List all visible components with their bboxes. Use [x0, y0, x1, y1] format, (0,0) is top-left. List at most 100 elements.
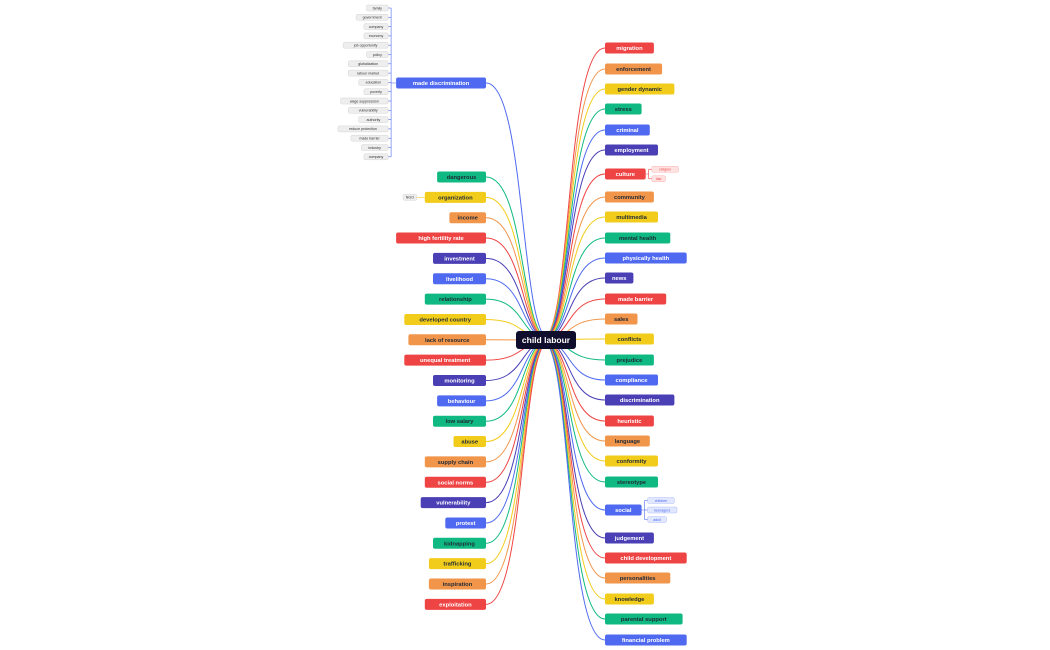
topic-node [605, 232, 671, 244]
topic-label: heuristic [617, 419, 642, 425]
topic-label: income [458, 216, 479, 222]
topic-label: unequal treatment [420, 358, 470, 364]
topic-node [428, 578, 486, 590]
subtopic-label: globalization [358, 62, 378, 66]
topic-node [605, 476, 658, 488]
topic-label: employment [614, 148, 648, 154]
topic-node [605, 374, 658, 386]
topic-node [437, 395, 486, 407]
topic-node [605, 394, 675, 406]
topic-node [433, 537, 486, 549]
topic-label: mental health [619, 236, 657, 242]
topic-node [424, 456, 486, 468]
topic-label: prejudice [617, 358, 644, 364]
topic-label: language [615, 439, 641, 445]
subtopic-node [647, 506, 678, 514]
topic-label: conformity [617, 459, 648, 465]
subtopic-label: education [366, 81, 382, 85]
topic-node [433, 273, 486, 285]
topic-node [605, 252, 687, 264]
branch-line [541, 339, 606, 620]
topic-label: lack of resource [425, 338, 470, 344]
subtopic-label: vulnerability [359, 109, 378, 113]
topic-node [605, 634, 687, 646]
topic-label: dangerous [447, 175, 477, 181]
topic-node [605, 313, 638, 325]
subtopic-node [366, 4, 389, 12]
topic-node [605, 354, 654, 366]
center-label: child labour [522, 335, 571, 345]
subtopic-node [348, 107, 389, 114]
topic-node [605, 211, 658, 223]
topic-label: gender dynamic [617, 87, 662, 93]
subtopic-label: reduce protection [349, 127, 377, 131]
topic-node [605, 532, 654, 544]
topic-node [605, 613, 683, 625]
topic-node [424, 476, 486, 488]
topic-node [396, 232, 486, 244]
subtopic-node [337, 125, 389, 133]
topic-label: social [615, 508, 632, 514]
branch-line [485, 339, 551, 483]
topic-node [605, 83, 675, 95]
topic-label: abuse [461, 440, 479, 446]
subtopic-label: wage suppression [350, 99, 379, 103]
topic-node [408, 334, 486, 346]
topic-label: migration [616, 46, 643, 52]
branch-line [485, 176, 551, 341]
topic-node [433, 415, 486, 427]
topic-node [428, 558, 486, 570]
branch-line [541, 108, 606, 341]
topic-label: social norms [438, 480, 474, 486]
topic-label: monitoring [444, 379, 475, 385]
topic-node [453, 436, 486, 448]
subtopic-node [340, 97, 389, 105]
topic-label: protest [456, 521, 476, 527]
topic-label: trafficking [443, 562, 471, 568]
topic-label: inspiration [443, 582, 473, 588]
branch-line [485, 339, 551, 585]
topic-label: community [614, 195, 646, 201]
subtopic-node [651, 166, 679, 173]
topic-label: high fertility rate [418, 236, 464, 242]
topic-node [605, 144, 658, 156]
subtopic-label: company [369, 155, 384, 159]
topic-node [445, 517, 486, 529]
topic-node [605, 124, 650, 136]
subtopic-node [366, 51, 389, 58]
topic-label: sales [614, 317, 629, 323]
topic-node [605, 504, 642, 516]
topic-node [605, 272, 634, 284]
topic-node [605, 435, 650, 447]
topic-node [396, 77, 486, 89]
topic-label: multimedia [616, 215, 647, 221]
subtopic-label: industry [368, 146, 381, 150]
branch-line [541, 196, 606, 341]
topic-label: judgement [614, 536, 644, 542]
subtopic-label: labour market [357, 71, 379, 75]
topic-node [605, 191, 654, 203]
topic-label: supply chain [438, 460, 474, 466]
topic-label: organization [438, 195, 473, 201]
subtopic-label: adult [653, 518, 661, 522]
topic-label: personalities [620, 576, 656, 582]
topic-label: financial problem [622, 638, 670, 644]
subtopic-label: government [363, 16, 382, 20]
topic-node [424, 598, 486, 610]
topic-label: news [612, 276, 627, 282]
sub-bracket [641, 500, 645, 520]
topic-label: developed country [419, 317, 471, 323]
topic-label: made discrimination [413, 81, 470, 87]
nodes: child labour migration enforcement gender … [337, 4, 687, 646]
topic-label: made barrier [618, 297, 654, 303]
branch-line [541, 68, 606, 341]
subtopic-label: teenagers [654, 508, 670, 512]
subtopic-label: law [656, 177, 662, 181]
topic-node [424, 293, 486, 305]
subtopic-node [358, 79, 389, 86]
topic-label: stereotype [617, 480, 647, 486]
branch-line [485, 278, 551, 341]
topic-node [605, 103, 642, 115]
